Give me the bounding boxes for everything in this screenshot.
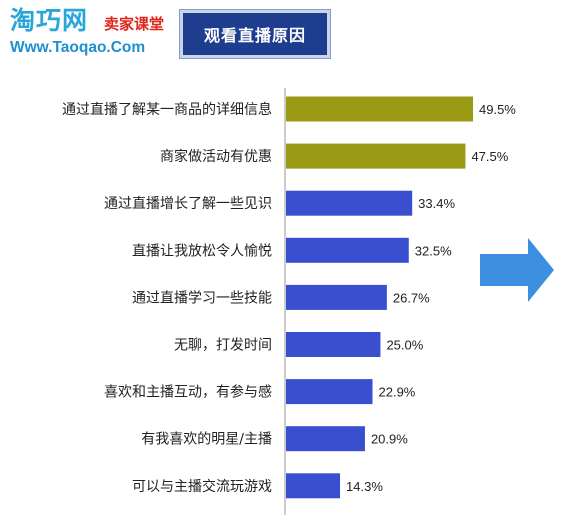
bar bbox=[286, 426, 365, 452]
value-label: 47.5% bbox=[471, 149, 508, 164]
category-label: 通过直播学习一些技能 bbox=[132, 289, 272, 306]
logo-name: 淘巧网 bbox=[10, 6, 89, 35]
value-label: 25.0% bbox=[386, 338, 423, 353]
logo-tagline: 卖家课堂 bbox=[104, 15, 165, 33]
category-label: 无聊，打发时间 bbox=[174, 337, 272, 354]
category-label: 通过直播增长了解一些见识 bbox=[104, 195, 272, 212]
category-label: 通过直播了解某一商品的详细信息 bbox=[62, 101, 272, 118]
logo: 淘巧网 卖家课堂 Www.Taoqao.Com bbox=[4, 4, 174, 62]
value-label: 32.5% bbox=[415, 243, 452, 258]
bar bbox=[286, 332, 381, 357]
bar bbox=[286, 284, 387, 310]
bar bbox=[286, 190, 413, 216]
banner-title: 观看直播原因 bbox=[203, 26, 306, 45]
value-label: 22.9% bbox=[379, 385, 416, 400]
value-label: 20.9% bbox=[371, 432, 408, 447]
header-banner: 观看直播原因 bbox=[180, 10, 330, 58]
bar bbox=[286, 237, 409, 263]
category-label: 喜欢和主播互动，有参与感 bbox=[104, 384, 272, 401]
bar bbox=[286, 96, 473, 122]
category-label: 可以与主播交流玩游戏 bbox=[132, 478, 272, 495]
bar bbox=[286, 473, 341, 499]
bar bbox=[286, 143, 466, 169]
right-arrow-icon bbox=[480, 238, 554, 302]
logo-url: Www.Taoqao.Com bbox=[10, 39, 146, 56]
value-label: 49.5% bbox=[479, 102, 516, 117]
value-label: 33.4% bbox=[418, 196, 455, 211]
value-label: 14.3% bbox=[346, 479, 383, 494]
category-label: 有我喜欢的明星/主播 bbox=[141, 432, 272, 448]
value-label: 26.7% bbox=[393, 290, 430, 305]
bars-layer: 通过直播了解某一商品的详细信息 49.5% 商家做活动有优惠 47.5% 通过直播增长了… bbox=[62, 96, 516, 499]
category-label: 直播让我放松令人愉悦 bbox=[132, 242, 272, 259]
bar bbox=[286, 379, 373, 405]
category-label: 商家做活动有优惠 bbox=[160, 148, 272, 165]
